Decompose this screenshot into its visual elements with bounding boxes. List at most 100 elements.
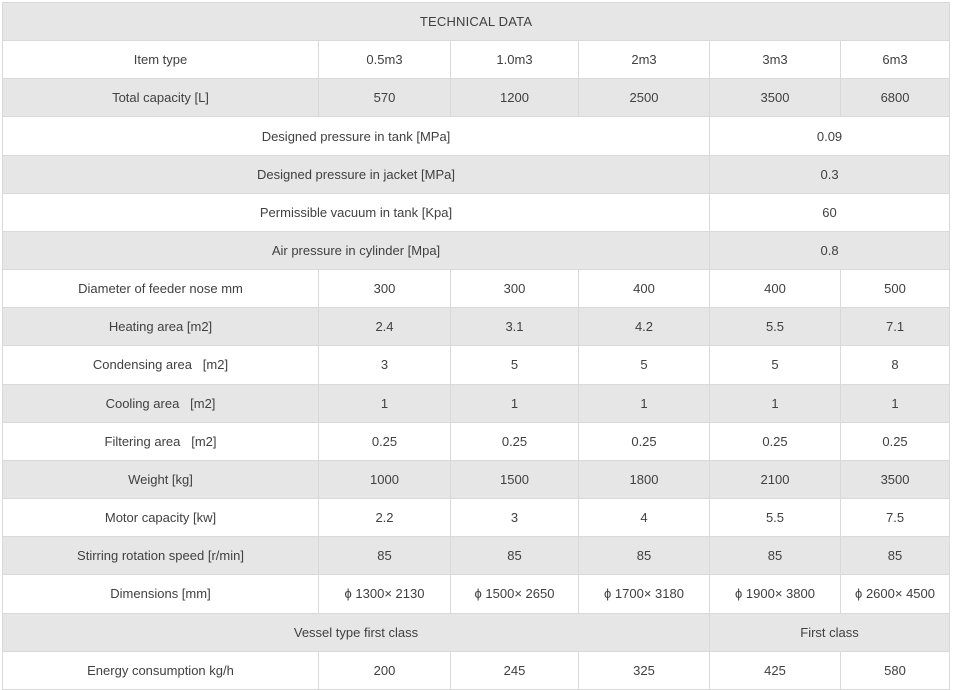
- value-cell: 2.2: [318, 498, 451, 538]
- value-cell: 425: [709, 650, 841, 690]
- row-label-cell: Motor capacity [kw]: [2, 498, 319, 538]
- row-label-cell: Designed pressure in jacket [MPa]: [2, 154, 710, 194]
- value-cell: 85: [839, 536, 951, 576]
- value-cell: 2500: [578, 78, 710, 118]
- table-row: Condensing area [m2] 3 5 5 5 8: [2, 345, 951, 385]
- table-row: Total capacity [L] 570 1200 2500 3500 6800: [2, 78, 951, 118]
- value-cell: 3: [318, 345, 451, 385]
- row-label-cell: Condensing area [m2]: [2, 345, 319, 385]
- table-row: Vessel type first class First class: [2, 612, 951, 652]
- value-cell: 4: [578, 498, 710, 538]
- value-cell: 0.25: [578, 421, 710, 461]
- table-row: Designed pressure in tank [MPa] 0.09: [2, 116, 951, 156]
- value-cell: 200: [318, 650, 451, 690]
- value-cell: 3.1: [450, 307, 579, 347]
- value-cell: 6m3: [839, 40, 951, 80]
- table-row: Diameter of feeder nose mm 300 300 400 400 50…: [2, 269, 951, 309]
- value-cell: 5: [578, 345, 710, 385]
- value-cell: 0.5m3: [318, 40, 451, 80]
- value-cell: 400: [709, 269, 841, 309]
- value-cell: 8: [839, 345, 951, 385]
- value-cell: 0.25: [839, 421, 951, 461]
- row-label-cell: Energy consumption kg/h: [2, 650, 319, 690]
- value-cell: 0.25: [450, 421, 579, 461]
- table-row: Air pressure in cylinder [Mpa] 0.8: [2, 230, 951, 271]
- value-cell: 5.5: [709, 307, 841, 347]
- table-row: Dimensions [mm] ϕ 1300× 2130 ϕ 1500× 2650 ϕ…: [2, 574, 951, 614]
- value-cell: 7.1: [839, 307, 951, 347]
- value-cell: 1: [450, 383, 579, 423]
- value-cell: ϕ 2600× 4500: [839, 574, 951, 614]
- table-row: Permissible vacuum in tank [Kpa] 60: [2, 192, 951, 232]
- table-row: Energy consumption kg/h 200 245 325 425 580: [2, 650, 951, 690]
- row-label-cell: Item type: [2, 40, 319, 80]
- value-cell: 85: [318, 536, 451, 576]
- value-cell: 0.09: [708, 116, 951, 156]
- value-cell: 400: [578, 269, 710, 309]
- value-cell: 245: [450, 650, 579, 690]
- row-label-cell: Total capacity [L]: [2, 78, 319, 118]
- value-cell: 85: [709, 536, 841, 576]
- value-cell: 0.25: [318, 421, 451, 461]
- value-cell: 5: [709, 345, 841, 385]
- value-cell: 3500: [709, 78, 841, 118]
- value-cell: 1: [318, 383, 451, 423]
- value-cell: 3m3: [709, 40, 841, 80]
- value-cell: 60: [708, 192, 951, 232]
- value-cell: 5: [450, 345, 579, 385]
- table-row: Weight [kg] 1000 1500 1800 2100 3500: [2, 459, 951, 500]
- value-cell: 1800: [578, 459, 710, 500]
- row-label-cell: Diameter of feeder nose mm: [2, 269, 319, 309]
- value-cell: 1: [709, 383, 841, 423]
- value-cell: 2100: [709, 459, 841, 500]
- row-label-cell: Designed pressure in tank [MPa]: [2, 116, 710, 156]
- value-cell: 1200: [450, 78, 579, 118]
- value-cell: 1: [839, 383, 951, 423]
- value-cell: 1500: [450, 459, 579, 500]
- table-row: Filtering area [m2] 0.25 0.25 0.25 0.25 0.25: [2, 421, 951, 461]
- row-label-cell: Vessel type first class: [2, 612, 710, 652]
- table-title: TECHNICAL DATA: [1, 1, 951, 42]
- value-cell: 3: [450, 498, 579, 538]
- table-row: Designed pressure in jacket [MPa] 0.3: [2, 154, 951, 194]
- row-label-cell: Filtering area [m2]: [2, 421, 319, 461]
- table-row: Stirring rotation speed [r/min] 85 85 85 85 8…: [2, 536, 951, 576]
- value-cell: 570: [318, 78, 451, 118]
- value-cell: 2m3: [578, 40, 710, 80]
- table-row: Motor capacity [kw] 2.2 3 4 5.5 7.5: [2, 498, 951, 538]
- row-label-cell: Dimensions [mm]: [2, 574, 319, 614]
- row-label-cell: Stirring rotation speed [r/min]: [2, 536, 319, 576]
- table-row: Heating area [m2] 2.4 3.1 4.2 5.5 7.1: [2, 307, 951, 347]
- value-cell: 1: [578, 383, 710, 423]
- table-title-row: TECHNICAL DATA: [1, 1, 951, 42]
- table-row: Cooling area [m2] 1 1 1 1 1: [2, 383, 951, 423]
- row-label-cell: Cooling area [m2]: [2, 383, 319, 423]
- value-cell: 0.25: [709, 421, 841, 461]
- value-cell: 7.5: [839, 498, 951, 538]
- table-row: Item type 0.5m3 1.0m3 2m3 3m3 6m3: [2, 40, 951, 80]
- row-label-cell: Heating area [m2]: [2, 307, 319, 347]
- value-cell: 0.8: [708, 230, 951, 271]
- value-cell: 580: [839, 650, 951, 690]
- value-cell: 1000: [318, 459, 451, 500]
- value-cell: 325: [578, 650, 710, 690]
- value-cell: 85: [450, 536, 579, 576]
- value-cell: 0.3: [708, 154, 951, 194]
- row-label-cell: Permissible vacuum in tank [Kpa]: [2, 192, 710, 232]
- value-cell: ϕ 1900× 3800: [709, 574, 841, 614]
- value-cell: ϕ 1700× 3180: [578, 574, 710, 614]
- value-cell: First class: [708, 612, 951, 652]
- row-label-cell: Weight [kg]: [2, 459, 319, 500]
- value-cell: ϕ 1300× 2130: [318, 574, 451, 614]
- value-cell: 6800: [839, 78, 951, 118]
- value-cell: ϕ 1500× 2650: [450, 574, 579, 614]
- value-cell: 300: [318, 269, 451, 309]
- value-cell: 1.0m3: [450, 40, 579, 80]
- value-cell: 4.2: [578, 307, 710, 347]
- value-cell: 85: [578, 536, 710, 576]
- value-cell: 3500: [839, 459, 951, 500]
- value-cell: 300: [450, 269, 579, 309]
